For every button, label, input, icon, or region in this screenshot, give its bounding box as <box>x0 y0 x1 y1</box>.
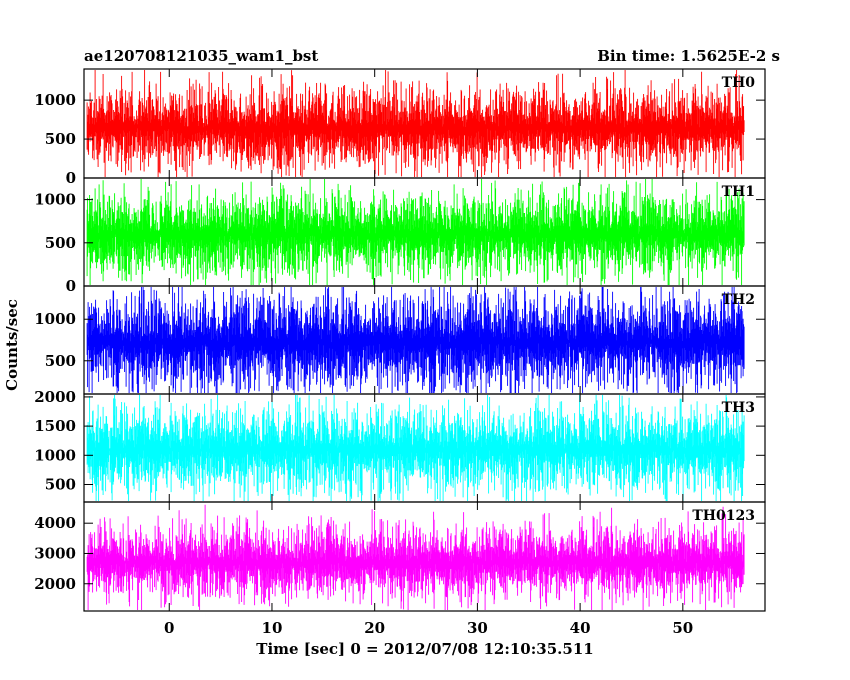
x-tick-label: 10 <box>262 619 283 637</box>
series-th0123 <box>86 504 745 610</box>
x-tick-label: 30 <box>467 619 488 637</box>
series-th3 <box>86 395 745 501</box>
x-tick-label: 20 <box>364 619 385 637</box>
y-tick-label: 1000 <box>34 91 76 109</box>
y-tick-label: 4000 <box>34 514 76 532</box>
y-tick-label: 500 <box>45 234 76 252</box>
y-tick-label: 1500 <box>34 417 76 435</box>
y-tick-label: 0 <box>66 277 76 295</box>
y-tick-label: 2000 <box>34 575 76 593</box>
panel-label-th1: TH1 <box>722 184 755 200</box>
y-tick-label: 0 <box>66 169 76 187</box>
y-tick-label: 1000 <box>34 446 76 464</box>
y-tick-label: 500 <box>45 475 76 493</box>
x-tick-label: 50 <box>672 619 693 637</box>
panel-frame-th0123 <box>83 501 766 612</box>
chart-title: ae120708121035_wam1_bst <box>84 47 318 65</box>
panel-label-th2: TH2 <box>722 292 755 308</box>
series-th2 <box>86 287 745 393</box>
x-tick-label: 0 <box>164 619 174 637</box>
panel-label-th0123: TH0123 <box>692 508 755 524</box>
series-th0 <box>86 70 745 177</box>
x-axis-label: Time [sec] 0 = 2012/07/08 12:10:35.511 <box>256 640 593 658</box>
x-tick-label: 40 <box>570 619 591 637</box>
panel-label-th0: TH0 <box>722 75 756 91</box>
y-tick-label: 3000 <box>34 544 76 562</box>
y-tick-label: 500 <box>45 130 76 148</box>
panel-label-th3: TH3 <box>722 400 755 416</box>
y-tick-label: 1000 <box>34 310 76 328</box>
y-axis-label: Counts/sec <box>3 299 21 391</box>
y-tick-label: 2000 <box>34 388 76 406</box>
series-th1 <box>86 179 745 285</box>
y-tick-label: 1000 <box>34 191 76 209</box>
bin-time-label: Bin time: 1.5625E-2 s <box>597 47 780 65</box>
y-tick-label: 500 <box>45 352 76 370</box>
